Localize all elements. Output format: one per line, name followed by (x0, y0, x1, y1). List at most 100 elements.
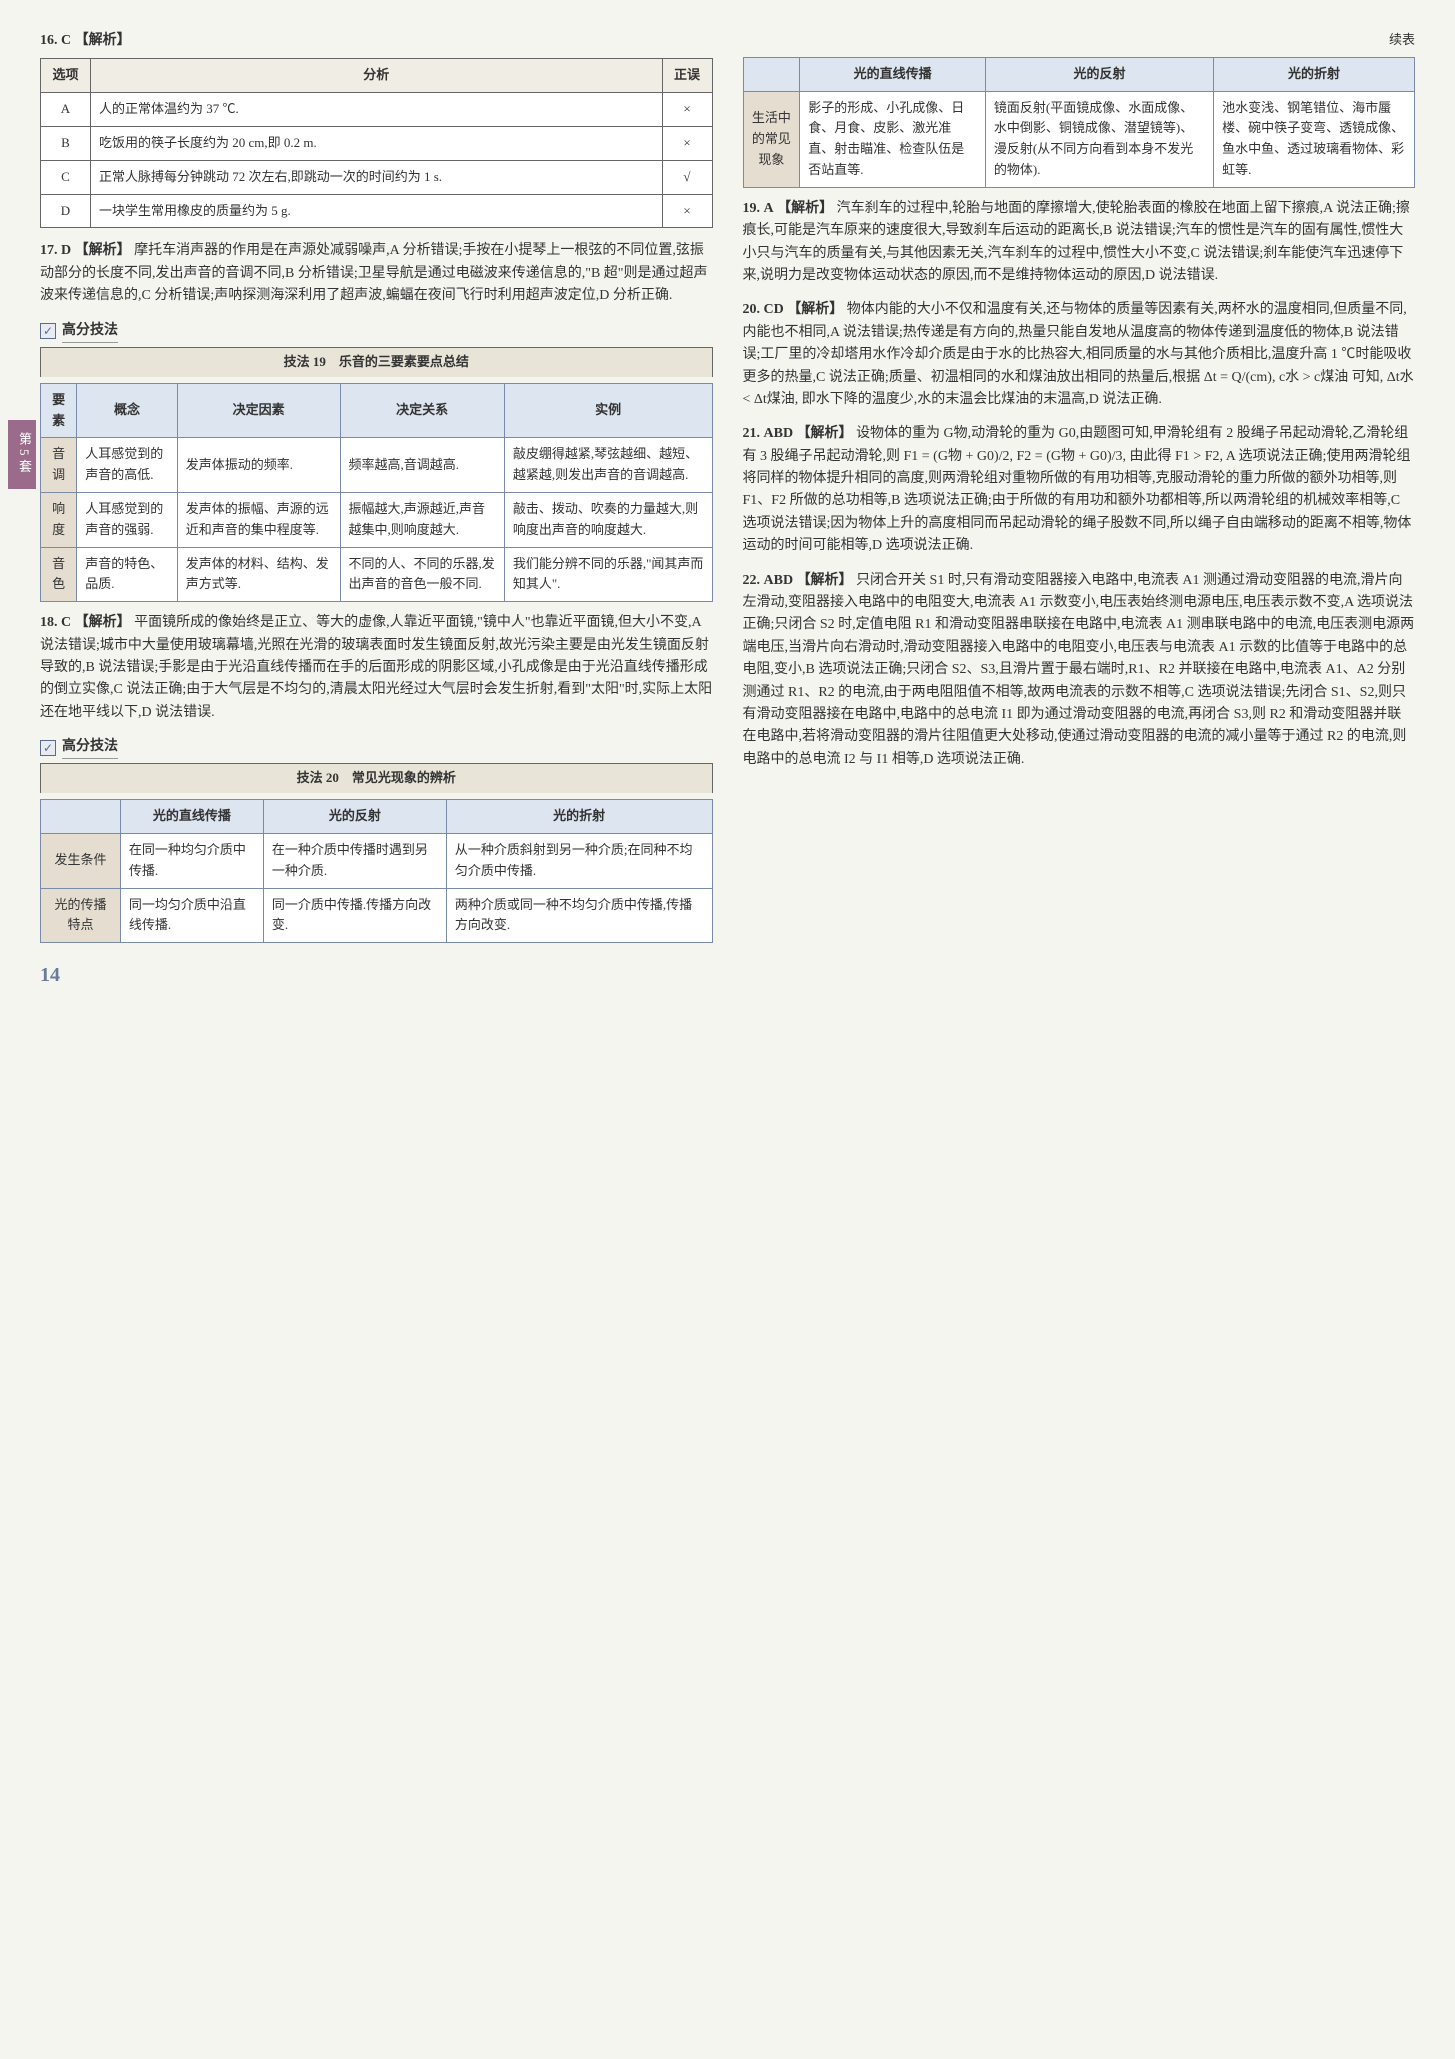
q21-text: 设物体的重为 G物,动滑轮的重为 G0,由题图可知,甲滑轮组有 2 股绳子吊起动… (743, 426, 1412, 553)
q17-num: 17. (40, 243, 58, 258)
q16-r2-opt: C (41, 160, 91, 194)
q17-text: 摩托车消声器的作用是在声源处减弱噪声,A 分析错误;手按在小提琴上一根弦的不同位… (40, 243, 708, 303)
q16-h1: 分析 (91, 59, 663, 93)
t20-r0-3: 从一种介质斜射到另一种介质;在同种不均匀介质中传播. (446, 834, 712, 889)
question-17: 17. D 【解析】 摩托车消声器的作用是在声源处减弱噪声,A 分析错误;手按在… (40, 240, 713, 307)
q16-r2-mark: √ (662, 160, 712, 194)
q20-text: 物体内能的大小不仅和温度有关,还与物体的质量等因素有关,两杯水的温度相同,但质量… (743, 302, 1414, 407)
t19-h1: 概念 (77, 383, 178, 438)
technique-20-label: 高分技法 (62, 736, 118, 759)
question-22: 22. ABD 【解析】 只闭合开关 S1 时,只有滑动变阻器接入电路中,电流表… (743, 570, 1416, 772)
question-16: 16. C 【解析】 选项 分析 正误 A 人的正常体温约为 37 ℃. × B… (40, 30, 713, 228)
page-content: 16. C 【解析】 选项 分析 正误 A 人的正常体温约为 37 ℃. × B… (40, 30, 1415, 991)
t20-r2-0: 生活中的常见现象 (743, 91, 800, 187)
t20-r0-0: 发生条件 (41, 834, 121, 889)
q21-num: 21. (743, 426, 761, 441)
t19-r0-4: 敲皮绷得越紧,琴弦越细、越短、越紧越,则发出声音的音调越高. (504, 438, 712, 493)
t20c-h3: 光的折射 (1214, 57, 1415, 91)
q16-r2-txt: 正常人脉搏每分钟跳动 72 次左右,即跳动一次的时间约为 1 s. (91, 160, 663, 194)
t19-r2-3: 不同的人、不同的乐器,发出声音的音色一般不同. (340, 547, 504, 602)
q16-answer: C (61, 33, 71, 48)
t19-h4: 实例 (504, 383, 712, 438)
t19-r1-4: 敲击、拨动、吹奏的力量越大,则响度出声音的响度越大. (504, 492, 712, 547)
t20-r1-3: 两种介质或同一种不均匀介质中传播,传播方向改变. (446, 888, 712, 943)
q17-answer: D (61, 243, 71, 258)
t19-r2-1: 声音的特色、品质. (77, 547, 178, 602)
q17-analysis-label: 【解析】 (75, 243, 131, 258)
t19-r1-2: 发声体的振幅、声源的远近和声音的集中程度等. (177, 492, 340, 547)
question-20: 20. CD 【解析】 物体内能的大小不仅和温度有关,还与物体的质量等因素有关,… (743, 299, 1416, 411)
q16-r0-mark: × (662, 93, 712, 127)
q20-analysis-label: 【解析】 (787, 302, 843, 317)
t19-h0: 要素 (41, 383, 77, 438)
t20-r2-1: 影子的形成、小孔成像、日食、月食、皮影、激光准直、射击瞄准、检查队伍是否站直等. (800, 91, 986, 187)
t19-r1-3: 振幅越大,声源越近,声音越集中,则响度越大. (340, 492, 504, 547)
q18-text: 平面镜所成的像始终是正立、等大的虚像,人靠近平面镜,"镜中人"也靠近平面镜,但大… (40, 615, 712, 720)
left-column: 16. C 【解析】 选项 分析 正误 A 人的正常体温约为 37 ℃. × B… (40, 30, 713, 991)
technique-19: 高分技法 技法 19 乐音的三要素要点总结 要素 概念 决定因素 决定关系 实例… (40, 320, 713, 603)
technique-20-table-1: 光的直线传播 光的反射 光的折射 发生条件 在同一种均匀介质中传播. 在一种介质… (40, 799, 713, 943)
t20-h0 (41, 800, 121, 834)
q22-answer: ABD (764, 573, 794, 588)
q18-analysis-label: 【解析】 (75, 615, 131, 630)
q18-answer: C (61, 615, 71, 630)
t19-h2: 决定因素 (177, 383, 340, 438)
q19-answer: A (764, 201, 774, 216)
q16-table: 选项 分析 正误 A 人的正常体温约为 37 ℃. × B 吃饭用的筷子长度约为… (40, 58, 713, 228)
q16-r3-opt: D (41, 194, 91, 228)
q16-r1-opt: B (41, 126, 91, 160)
q19-analysis-label: 【解析】 (777, 201, 833, 216)
t20-h2: 光的反射 (263, 800, 446, 834)
q18-num: 18. (40, 615, 58, 630)
t19-r0-1: 人耳感觉到的声音的高低. (77, 438, 178, 493)
side-tab: 第5套 (8, 420, 36, 489)
t20c-h2: 光的反射 (985, 57, 1213, 91)
q16-r1-txt: 吃饭用的筷子长度约为 20 cm,即 0.2 m. (91, 126, 663, 160)
q16-num: 16. (40, 33, 58, 48)
q21-analysis-label: 【解析】 (797, 426, 853, 441)
q16-analysis-label: 【解析】 (75, 33, 131, 48)
q16-r3-txt: 一块学生常用橡皮的质量约为 5 g. (91, 194, 663, 228)
q16-r3-mark: × (662, 194, 712, 228)
technique-19-label: 高分技法 (62, 320, 118, 343)
q16-r1-mark: × (662, 126, 712, 160)
q16-h2: 正误 (662, 59, 712, 93)
q20-num: 20. (743, 302, 761, 317)
t20c-h0 (743, 57, 800, 91)
check-icon (40, 323, 56, 339)
check-icon (40, 740, 56, 756)
q22-num: 22. (743, 573, 761, 588)
page-number: 14 (40, 959, 713, 991)
q21-answer: ABD (764, 426, 794, 441)
t20-h3: 光的折射 (446, 800, 712, 834)
question-18: 18. C 【解析】 平面镜所成的像始终是正立、等大的虚像,人靠近平面镜,"镜中… (40, 612, 713, 724)
q16-h0: 选项 (41, 59, 91, 93)
technique-19-header: 高分技法 (40, 320, 713, 343)
q16-r0-opt: A (41, 93, 91, 127)
technique-19-table: 要素 概念 决定因素 决定关系 实例 音调 人耳感觉到的声音的高低. 发声体振动… (40, 383, 713, 602)
q16-r0-txt: 人的正常体温约为 37 ℃. (91, 93, 663, 127)
t20c-h1: 光的直线传播 (800, 57, 986, 91)
t20-h1: 光的直线传播 (120, 800, 263, 834)
technique-20-title: 技法 20 常见光现象的辨析 (40, 763, 713, 793)
technique-20: 高分技法 技法 20 常见光现象的辨析 光的直线传播 光的反射 光的折射 发生条… (40, 736, 713, 943)
continued-label: 续表 (743, 30, 1416, 51)
q19-text: 汽车刹车的过程中,轮胎与地面的摩擦增大,使轮胎表面的橡胶在地面上留下擦痕,A 说… (743, 201, 1410, 283)
t20-r2-2: 镜面反射(平面镜成像、水面成像、水中倒影、铜镜成像、潜望镜等)、漫反射(从不同方… (985, 91, 1213, 187)
t19-r2-0: 音色 (41, 547, 77, 602)
technique-20-header: 高分技法 (40, 736, 713, 759)
t19-r0-2: 发声体振动的频率. (177, 438, 340, 493)
q22-analysis-label: 【解析】 (797, 573, 853, 588)
t20-r0-1: 在同一种均匀介质中传播. (120, 834, 263, 889)
t19-r1-1: 人耳感觉到的声音的强弱. (77, 492, 178, 547)
question-21: 21. ABD 【解析】 设物体的重为 G物,动滑轮的重为 G0,由题图可知,甲… (743, 423, 1416, 557)
t19-r2-2: 发声体的材料、结构、发声方式等. (177, 547, 340, 602)
t19-h3: 决定关系 (340, 383, 504, 438)
t20-r1-2: 同一介质中传播.传播方向改变. (263, 888, 446, 943)
right-column: 续表 光的直线传播 光的反射 光的折射 生活中的常见现象 影子的形成、小孔成像、… (743, 30, 1416, 991)
t20-r1-1: 同一均匀介质中沿直线传播. (120, 888, 263, 943)
t19-r0-3: 频率越高,音调越高. (340, 438, 504, 493)
technique-19-title: 技法 19 乐音的三要素要点总结 (40, 347, 713, 377)
t20-r1-0: 光的传播特点 (41, 888, 121, 943)
t19-r2-4: 我们能分辨不同的乐器,"闻其声而知其人". (504, 547, 712, 602)
